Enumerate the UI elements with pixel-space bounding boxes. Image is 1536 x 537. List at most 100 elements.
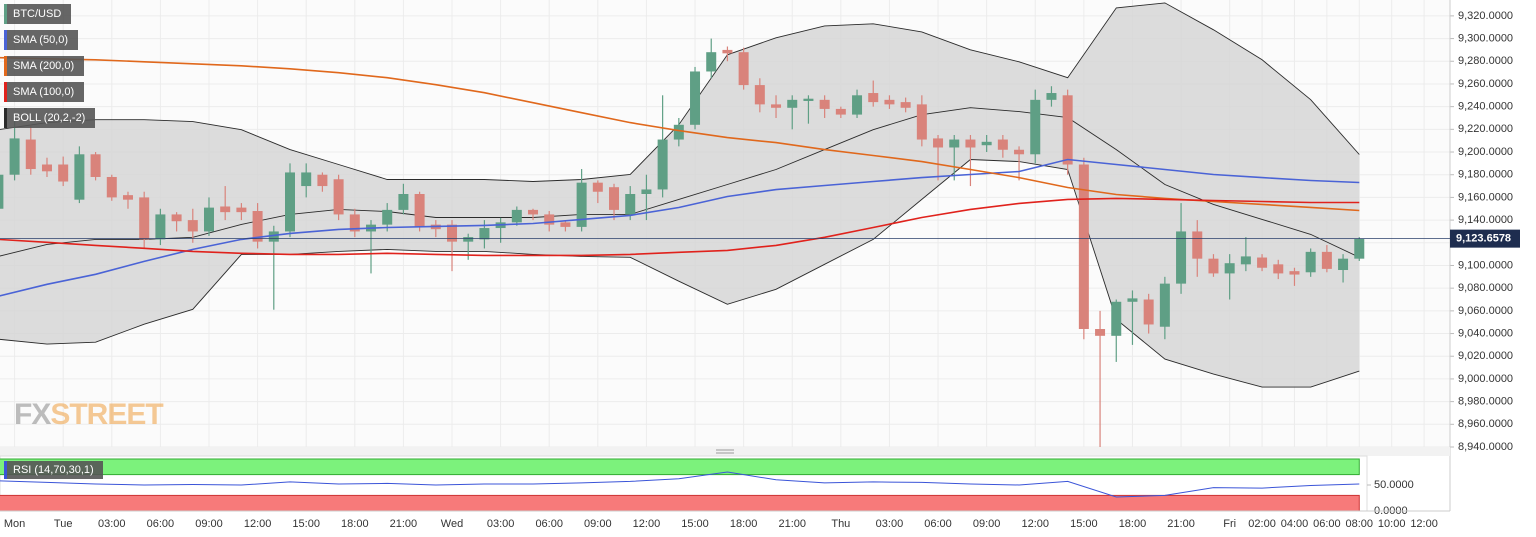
candle-body [317,174,328,187]
candle-body [479,228,490,240]
candle-body [576,182,587,227]
legend-label: SMA (100,0) [13,86,74,98]
y-tick-label: 9,140.0000 [1458,214,1513,226]
x-tick-label: Thu [831,518,850,530]
y-tick-label: 9,320.0000 [1458,10,1513,22]
candle-body [106,176,117,198]
sma-line [0,56,1360,212]
overlay-layer [0,56,1360,297]
y-tick-label: 9,060.0000 [1458,305,1513,317]
y-tick-label: 9,300.0000 [1458,32,1513,44]
candle-body [1030,99,1041,155]
candle-body [754,85,765,105]
candle-body [657,139,668,190]
x-tick-label: 06:00 [535,518,563,530]
x-tick-label: 18:00 [341,518,369,530]
candles-layer [0,38,1365,447]
candle-body [1192,231,1203,259]
candle-body [1014,149,1025,155]
legend-swatch [4,461,7,479]
legend-box [4,4,71,24]
x-tick-label: 18:00 [730,518,758,530]
candle-body [414,194,425,227]
candle-body [868,93,879,103]
candle-body [382,209,393,225]
x-tick-label: 03:00 [98,518,126,530]
current-price-box [1450,229,1520,248]
candle-body [852,95,863,115]
candle-body [74,154,85,200]
panel-separator [0,447,1450,456]
x-tick-label: 09:00 [195,518,223,530]
candle-body [1159,283,1170,327]
candle-body [301,172,312,187]
candle-body [252,211,263,242]
candle-body [1305,251,1316,273]
candle-body [398,194,409,210]
x-tick-label: 03:00 [876,518,904,530]
rsi-oversold-band [0,494,1360,512]
watermark: FXSTREET [14,398,163,431]
candle-body [981,141,992,146]
y-tick-label: 9,100.0000 [1458,259,1513,271]
candle-body [641,189,652,195]
candle-body [1354,238,1365,259]
candle-body [1127,298,1138,302]
legend-label: SMA (50,0) [13,34,68,46]
candle-body [171,214,182,222]
candle-body [560,222,571,227]
candle-body [673,124,684,140]
y-tick-label: 9,160.0000 [1458,191,1513,203]
legend-label: RSI (14,70,30,1) [13,464,94,476]
candle-body [1273,264,1284,274]
candle-body [609,187,620,210]
x-tick-label: 12:00 [244,518,272,530]
candle-body [155,214,166,240]
candle-body [528,209,539,215]
y-tick-label: 9,020.0000 [1458,350,1513,362]
candle-body [900,102,911,108]
legend-swatch [4,56,7,76]
x-tick-label: Mon [4,518,25,530]
legend-swatch [4,30,7,50]
candle-body [916,104,927,140]
sma-line [0,197,1360,257]
y-tick-label: 9,260.0000 [1458,78,1513,90]
legend-box [4,461,103,479]
rsi-y-tick-label: 50.0000 [1374,479,1414,491]
candle-body [285,172,295,232]
x-tick-label: 02:00 [1248,518,1276,530]
y-tick-label: 9,040.0000 [1458,327,1513,339]
x-tick-label: 09:00 [973,518,1001,530]
candle-body [1078,164,1089,330]
x-tick-label: 10:00 [1378,518,1406,530]
x-tick-label: 12:00 [1410,518,1438,530]
candle-body [1208,258,1219,274]
candle-body [9,138,20,175]
legend-label: BTC/USD [13,8,61,20]
candle-body [463,237,474,242]
legend-swatch [4,108,7,128]
x-tick-label: 06:00 [147,518,175,530]
x-tick-label: 06:00 [924,518,952,530]
candle-body [965,139,976,148]
candle-body [625,194,636,215]
candle-body [690,71,701,125]
candle-body [933,138,944,148]
candle-body [139,197,150,240]
candle-body [819,99,830,109]
candle-body [738,52,749,86]
candle-body [203,207,214,232]
candle-body [333,179,344,215]
annotation-layer: 9,123.6578 BTC/USD SMA (50,0) SMA (200,0) SM… [0,4,1520,479]
y-tick-label: 9,200.0000 [1458,146,1513,158]
x-tick-label: Fri [1223,518,1236,530]
candle-body [835,108,846,115]
y-tick-label: 9,000.0000 [1458,373,1513,385]
x-tick-label: 15:00 [292,518,320,530]
x-tick-label: 12:00 [633,518,661,530]
sma-line [0,158,1360,297]
x-tick-label: Tue [54,518,73,530]
x-tick-label: 08:00 [1346,518,1374,530]
